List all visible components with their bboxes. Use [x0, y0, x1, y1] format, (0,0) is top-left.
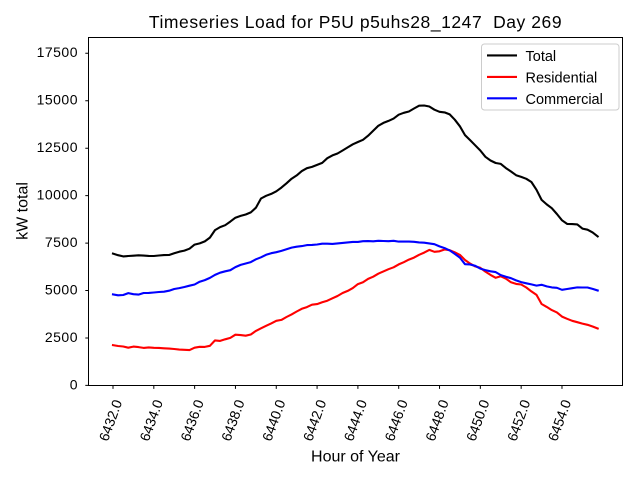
svg-text:Total: Total	[526, 49, 557, 65]
svg-text:17500: 17500	[37, 44, 78, 60]
svg-text:Residential: Residential	[526, 70, 598, 86]
svg-text:15000: 15000	[37, 92, 78, 108]
svg-text:Commercial: Commercial	[526, 92, 603, 108]
svg-text:Hour of Year: Hour of Year	[311, 449, 401, 466]
svg-text:2500: 2500	[45, 329, 78, 345]
svg-text:kW total: kW total	[15, 182, 32, 240]
svg-text:5000: 5000	[45, 281, 78, 297]
svg-text:Timeseries Load for P5U p5uhs2: Timeseries Load for P5U p5uhs28_1247 Day…	[149, 12, 562, 33]
svg-text:7500: 7500	[45, 234, 78, 250]
svg-text:12500: 12500	[37, 139, 78, 155]
svg-text:0: 0	[70, 376, 78, 392]
svg-text:10000: 10000	[37, 187, 78, 203]
